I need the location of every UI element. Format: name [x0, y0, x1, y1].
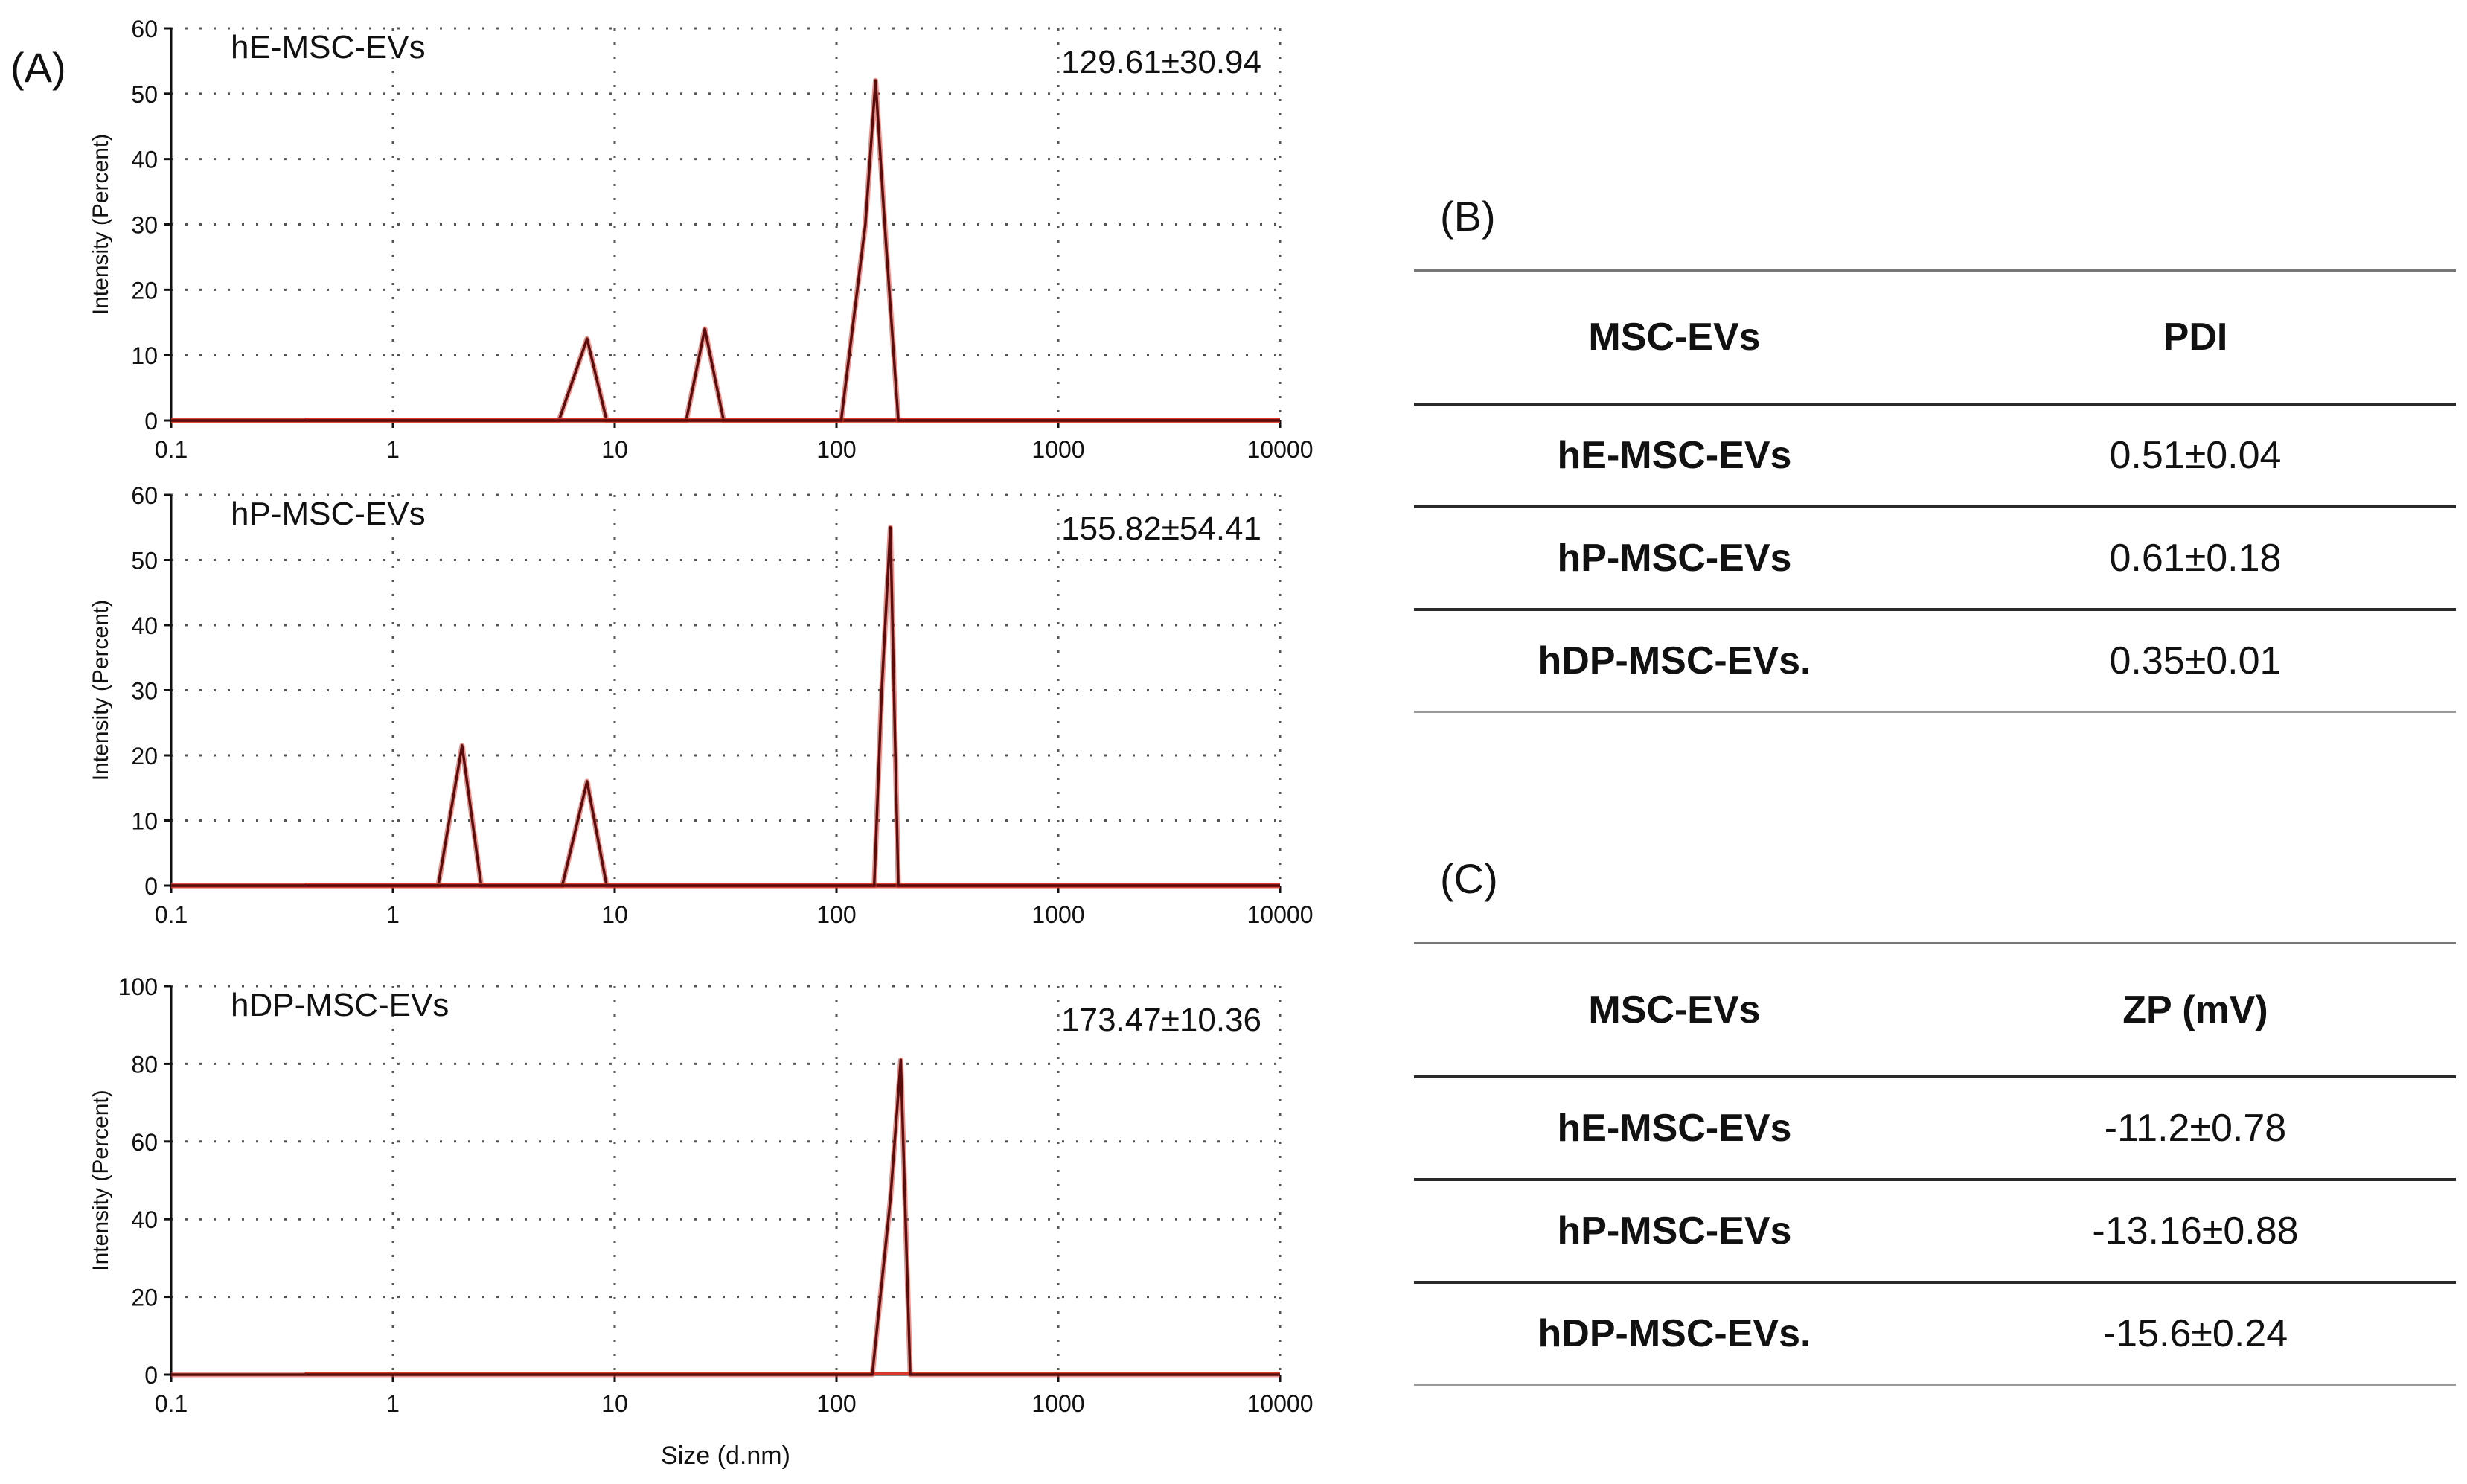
- series-line-1: [171, 1058, 1280, 1376]
- series-line-3: [171, 526, 1280, 887]
- y-tick-label: 20: [131, 277, 158, 304]
- x-tick-label: 0.1: [155, 901, 188, 928]
- chart-3: 0 20 40 60 80 100 0.1 1 10 100 1000 10000 hDP-MSC-EV…: [89, 973, 1313, 1470]
- y-axis-label: Intensity (Percent): [89, 1090, 113, 1270]
- zp-table-header: MSC-EVs ZP (mV): [1414, 942, 2456, 1078]
- x-tick-label: 1: [386, 901, 400, 928]
- y-tick-label: 10: [131, 808, 158, 835]
- series-halo-3: [171, 77, 1280, 423]
- x-tick-label: 10: [601, 1390, 628, 1417]
- table-row: hE-MSC-EVs -11.2±0.78: [1414, 1078, 2456, 1181]
- pdi-sample-cell: hE-MSC-EVs: [1557, 434, 1792, 477]
- y-tick-label: 20: [131, 743, 158, 770]
- chart-2: 0 10 20 30 40 50 60 0.1 1 10 100 1000 10000 hP-MSC-EV…: [89, 482, 1313, 928]
- y-tick-label: 30: [131, 212, 158, 239]
- pdi-table: MSC-EVs PDI hE-MSC-EVs 0.51±0.04 hP-MSC-…: [1414, 269, 2456, 713]
- pdi-header-sample: MSC-EVs: [1588, 316, 1761, 359]
- y-tick-label: 60: [131, 1129, 158, 1156]
- zp-header-value: ZP (mV): [2122, 988, 2268, 1032]
- pdi-sample-cell: hDP-MSC-EVs.: [1538, 639, 1811, 682]
- y-tick-label: 50: [131, 81, 158, 108]
- zp-sample-cell: hP-MSC-EVs: [1557, 1209, 1792, 1253]
- x-tick-label: 10000: [1247, 436, 1314, 463]
- y-tick-label: 60: [131, 16, 158, 42]
- series-halo-3: [171, 525, 1280, 889]
- x-tick-label: 0.1: [155, 1390, 188, 1417]
- y-tick-label: 80: [131, 1051, 158, 1078]
- panel-label-a: (A): [10, 44, 66, 91]
- table-row: hP-MSC-EVs 0.61±0.18: [1414, 508, 2456, 611]
- y-tick-label: 60: [131, 482, 158, 509]
- chart-1: 0 10 20 30 40 50 60 0.1 1 10 100 1000 10000 hE-MSC-EV…: [89, 16, 1313, 463]
- y-tick-label: 20: [131, 1285, 158, 1311]
- y-tick-label: 0: [144, 1362, 158, 1389]
- zp-sample-cell: hDP-MSC-EVs.: [1538, 1312, 1811, 1355]
- table-row: hDP-MSC-EVs. 0.35±0.01: [1414, 611, 2456, 713]
- x-tick-label: 0.1: [155, 436, 188, 463]
- series-halo-1: [171, 743, 1280, 889]
- x-tick-label: 10000: [1247, 1390, 1314, 1417]
- y-tick-label: 40: [131, 1206, 158, 1233]
- zp-header-sample: MSC-EVs: [1588, 988, 1761, 1032]
- zp-table: MSC-EVs ZP (mV) hE-MSC-EVs -11.2±0.78 hP…: [1414, 942, 2456, 1386]
- series-halo-1: [171, 336, 1280, 423]
- series-halo-1: [171, 1057, 1280, 1378]
- pdi-value-cell: 0.51±0.04: [2109, 434, 2282, 477]
- chart-title: hP-MSC-EVs: [231, 496, 426, 532]
- series-halo-2: [171, 778, 1280, 889]
- mean-size-annotation: 129.61±30.94: [1061, 44, 1261, 80]
- table-row: hE-MSC-EVs 0.51±0.04: [1414, 406, 2456, 508]
- x-tick-label: 1: [386, 436, 400, 463]
- chart-title: hDP-MSC-EVs: [231, 987, 449, 1023]
- x-tick-label: 10: [601, 901, 628, 928]
- y-tick-label: 40: [131, 147, 158, 173]
- pdi-sample-cell: hP-MSC-EVs: [1557, 537, 1792, 580]
- pdi-table-header: MSC-EVs PDI: [1414, 269, 2456, 406]
- pdi-value-cell: 0.61±0.18: [2109, 537, 2282, 580]
- series-line-2: [171, 327, 1280, 422]
- zp-value-cell: -13.16±0.88: [2092, 1209, 2299, 1253]
- y-tick-label: 50: [131, 548, 158, 575]
- pdi-value-cell: 0.35±0.01: [2109, 639, 2282, 682]
- y-tick-label: 0: [144, 408, 158, 435]
- table-row: hDP-MSC-EVs. -15.6±0.24: [1414, 1284, 2456, 1386]
- y-tick-label: 40: [131, 613, 158, 639]
- panel-label-c: (C): [1440, 855, 1498, 902]
- series-line-3: [171, 79, 1280, 422]
- mean-size-annotation: 155.82±54.41: [1061, 511, 1261, 547]
- zp-sample-cell: hE-MSC-EVs: [1557, 1107, 1792, 1150]
- x-tick-label: 100: [816, 1390, 856, 1417]
- series-halo-2: [171, 326, 1280, 423]
- y-tick-label: 10: [131, 342, 158, 369]
- series-line-1: [171, 337, 1280, 422]
- chart-title: hE-MSC-EVs: [231, 29, 426, 65]
- y-axis-label: Intensity (Percent): [89, 134, 113, 315]
- y-tick-label: 30: [131, 678, 158, 705]
- zp-value-cell: -15.6±0.24: [2102, 1312, 2288, 1355]
- x-tick-label: 100: [816, 901, 856, 928]
- x-tick-label: 1000: [1031, 901, 1084, 928]
- x-tick-label: 1000: [1031, 1390, 1084, 1417]
- x-tick-label: 1000: [1031, 436, 1084, 463]
- x-tick-label: 100: [816, 436, 856, 463]
- y-axis-label: Intensity (Percent): [89, 600, 113, 781]
- x-axis-label: Size (d.nm): [661, 1442, 790, 1470]
- table-row: hP-MSC-EVs -13.16±0.88: [1414, 1181, 2456, 1284]
- series-line-1: [171, 744, 1280, 887]
- mean-size-annotation: 173.47±10.36: [1061, 1002, 1261, 1038]
- x-tick-label: 1: [386, 1390, 400, 1417]
- zp-value-cell: -11.2±0.78: [2104, 1107, 2287, 1150]
- x-tick-label: 10000: [1247, 901, 1314, 928]
- y-tick-label: 100: [118, 973, 158, 1000]
- pdi-header-value: PDI: [2163, 316, 2228, 359]
- panel-label-b: (B): [1440, 193, 1496, 240]
- x-tick-label: 10: [601, 436, 628, 463]
- series-line-2: [171, 780, 1280, 887]
- y-tick-label: 0: [144, 873, 158, 900]
